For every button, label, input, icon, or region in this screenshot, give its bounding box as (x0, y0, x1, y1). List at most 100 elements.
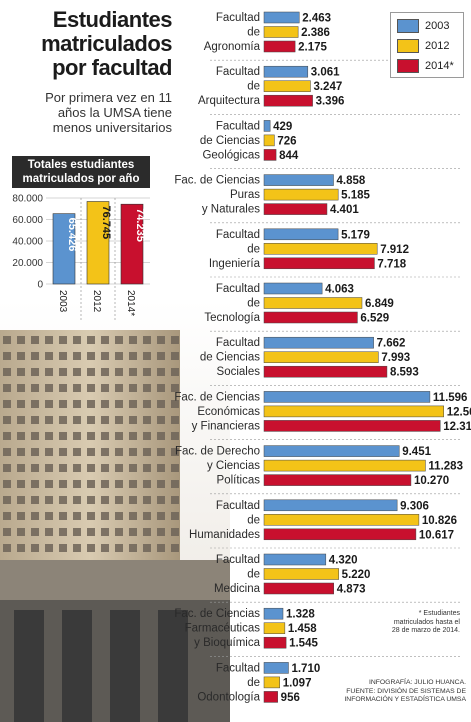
faculty-bar (263, 636, 287, 649)
faculty-value-label: 5.220 (342, 569, 371, 581)
faculty-bar (263, 311, 358, 324)
faculty-bar (263, 243, 378, 255)
faculty-value-label: 4.063 (325, 284, 354, 296)
credits-line: INFORMACIÓN Y ESTADÍSTICA UMSA (344, 696, 466, 703)
faculty-bar (263, 499, 398, 512)
legend-swatch (397, 59, 419, 73)
faculty-label-line: de (247, 677, 260, 689)
faculty-value-label: 844 (279, 150, 299, 162)
faculty-value-label: 9.451 (402, 446, 431, 458)
faculty-value-label: 1.710 (291, 663, 320, 675)
faculty-value-label: 3.396 (316, 96, 345, 108)
faculty-label-line: y Financieras (192, 420, 261, 432)
faculty-bar (263, 120, 271, 132)
faculty-label-line: Facultad (216, 66, 260, 78)
faculty-bar (263, 149, 277, 161)
faculty-bar (263, 622, 286, 634)
totals-ytick-label: 20.000 (12, 258, 43, 269)
totals-bar (86, 201, 110, 285)
faculty-bar (263, 282, 323, 295)
faculty-bar (263, 568, 339, 580)
legend-swatch (397, 39, 419, 53)
faculty-value-label: 2.175 (298, 42, 327, 54)
faculty-label-line: Facultad (216, 554, 260, 566)
subtitle: Por primera vez en 11 años la UMSA tiene… (18, 90, 172, 135)
faculty-value-label: 1.458 (288, 623, 317, 635)
subtitle-line: Por primera vez en 11 (45, 90, 172, 105)
faculty-value-label: 11.596 (433, 392, 468, 404)
faculty-label-line: de (247, 514, 260, 526)
totals-chart: 0 20.000 40.000 60.000 80.000 65.426 2003 76.74… (12, 194, 150, 320)
footnote-line: matriculados hasta el (393, 618, 460, 626)
subtitle-line: menos universitarios (52, 120, 172, 135)
faculty-label-line: Económicas (197, 406, 260, 418)
faculty-value-label: 7.718 (377, 258, 406, 270)
faculty-label-line: Humanidades (189, 529, 260, 541)
faculty-value-label: 12.318 (443, 421, 471, 433)
faculty-label-line: Odontología (197, 691, 260, 703)
faculty-value-label: 4.401 (330, 204, 359, 216)
totals-ytick-label: 60.000 (12, 215, 43, 226)
faculty-value-label: 4.858 (337, 175, 366, 187)
totals-chart-title: Totales estudiantes matriculados por año (12, 156, 150, 188)
subtitle-line: años la UMSA tiene (57, 105, 172, 120)
faculty-bar (263, 445, 400, 457)
faculty-bar (263, 228, 339, 241)
totals-category-label: 2012 (91, 290, 102, 313)
faculty-value-label: 1.328 (286, 609, 315, 621)
faculty-label-line: de (247, 569, 260, 581)
faculty-value-label: 6.529 (360, 313, 389, 325)
faculty-bar (263, 420, 441, 432)
faculty-label-line: Arquitectura (198, 95, 261, 107)
faculty-label-line: Facultad (216, 229, 260, 241)
page-title: Estudiantes matriculados por facultad (22, 8, 172, 80)
totals-title-line: matriculados por año (22, 173, 140, 185)
faculty-bar (263, 365, 388, 378)
faculty-bar (263, 607, 284, 620)
faculty-bar (263, 553, 327, 566)
faculty-chart: Facultad de Agronomía 2.463 2.386 2.175 Facult… (174, 11, 471, 704)
faculty-label-line: y Bioquímica (194, 637, 260, 649)
faculty-label-line: Facultad (216, 283, 260, 295)
totals-title-line: Totales estudiantes (27, 159, 135, 171)
faculty-value-label: 3.247 (313, 81, 342, 93)
faculty-value-label: 6.849 (365, 298, 394, 310)
faculty-label-line: Geológicas (202, 149, 260, 161)
faculty-value-label: 9.306 (400, 500, 429, 512)
legend-label: 2003 (425, 20, 450, 32)
legend-swatch (397, 19, 419, 33)
faculty-label-line: de Ciencias (200, 352, 260, 364)
faculty-label-line: Facultad (216, 120, 260, 132)
legend-label: 2012 (425, 40, 450, 52)
totals-ytick-label: 0 (37, 280, 43, 291)
faculty-bar (263, 474, 412, 486)
faculty-bar (263, 691, 278, 703)
totals-value-label: 74.235 (134, 208, 146, 242)
faculty-bar (263, 188, 339, 201)
faculty-label-line: Facultad (216, 500, 260, 512)
faculty-value-label: 7.912 (380, 244, 409, 256)
totals-ytick-label: 80.000 (12, 194, 43, 205)
faculty-bar (263, 80, 311, 92)
title-line: matriculados (41, 31, 172, 56)
faculty-label-line: Fac. de Ciencias (174, 608, 260, 620)
faculty-value-label: 726 (277, 135, 296, 147)
faculty-label-line: y Ciencias (207, 460, 260, 472)
faculty-value-label: 2.463 (302, 13, 331, 25)
footnote-line: 28 de marzo de 2014. (391, 627, 460, 634)
legend-label: 2014* (425, 60, 454, 72)
faculty-value-label: 7.662 (377, 338, 406, 350)
faculty-bar (263, 11, 300, 24)
faculty-bar (263, 528, 417, 541)
faculty-label-line: de Ciencias (200, 135, 260, 147)
faculty-value-label: 5.185 (341, 190, 370, 202)
totals-ytick-label: 40.000 (12, 237, 43, 248)
faculty-value-label: 7.993 (381, 352, 410, 364)
faculty-value-label: 4.320 (329, 555, 358, 567)
faculty-value-label: 12.563 (447, 406, 471, 418)
faculty-value-label: 8.593 (390, 367, 419, 379)
faculty-value-label: 1.545 (289, 638, 318, 650)
faculty-bar (263, 203, 328, 215)
credits-line: FUENTE: DIVISIÓN DE SISTEMAS DE (346, 687, 466, 695)
